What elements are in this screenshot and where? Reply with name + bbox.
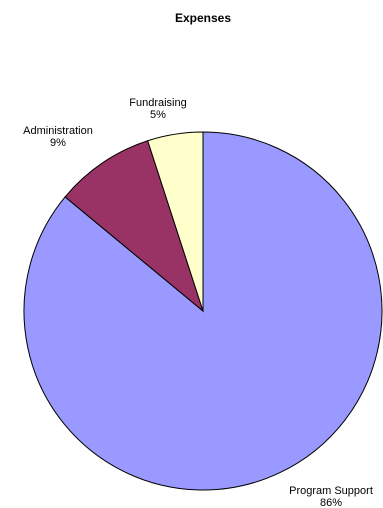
- slice-label-fundraising: Fundraising: [129, 97, 186, 109]
- slice-value-program-support: 86%: [320, 497, 342, 508]
- pie-slice-fundraising: [147, 131, 204, 312]
- pie-slice-administration: [64, 140, 205, 313]
- slice-label-program-support: Program Support: [289, 485, 373, 497]
- chart-title: Expenses: [175, 11, 231, 25]
- pie-slice-program-support: [23, 131, 383, 491]
- slice-value-fundraising: 5%: [150, 109, 166, 121]
- slice-label-administration: Administration: [23, 125, 93, 137]
- slice-value-administration: 9%: [50, 137, 66, 149]
- pie-slices: [23, 131, 383, 491]
